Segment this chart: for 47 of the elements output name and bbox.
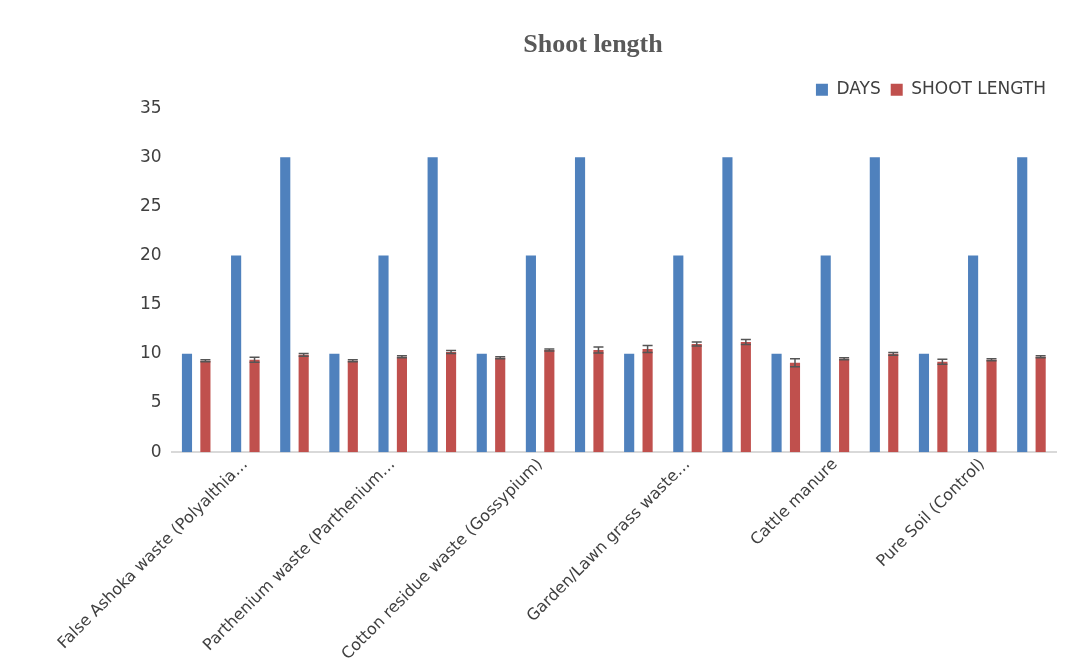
bar	[476, 353, 487, 453]
bar	[231, 255, 242, 453]
bar	[329, 353, 340, 453]
bar	[378, 255, 389, 453]
bar	[869, 157, 880, 453]
y-tick-label: 5	[150, 391, 162, 412]
legend-label: DAYS	[836, 78, 881, 99]
bar	[624, 353, 635, 453]
bar	[495, 357, 506, 453]
bar	[593, 349, 604, 453]
legend-label: SHOOT LENGTH	[911, 78, 1047, 99]
bar	[280, 157, 291, 453]
bar	[574, 157, 586, 453]
bar	[427, 157, 438, 453]
bar	[968, 255, 979, 453]
y-tick-label: 15	[139, 293, 162, 314]
bar	[918, 353, 930, 453]
y-tick-label: 35	[139, 96, 162, 117]
bar	[446, 351, 457, 453]
y-tick-label: 0	[150, 440, 162, 461]
y-tick-label: 25	[139, 194, 162, 215]
bar	[181, 353, 193, 453]
bar	[396, 356, 407, 453]
bar	[691, 344, 702, 453]
bar	[298, 354, 309, 453]
bar	[839, 358, 850, 453]
bar	[544, 349, 555, 453]
bar	[986, 359, 997, 453]
y-tick-label: 20	[139, 244, 162, 265]
y-tick-label: 10	[139, 342, 162, 363]
bar	[789, 362, 801, 453]
bar	[1017, 157, 1028, 453]
bar	[722, 157, 733, 453]
bar	[249, 359, 260, 453]
chart-title: Shoot length	[523, 29, 664, 59]
bar	[820, 255, 831, 453]
bar	[888, 353, 899, 453]
bar	[200, 360, 211, 453]
bar	[740, 342, 751, 453]
bar	[642, 348, 653, 453]
bar	[1035, 356, 1046, 453]
bar	[771, 353, 782, 453]
bar	[347, 360, 358, 453]
bar	[673, 255, 684, 453]
bar	[525, 255, 536, 453]
bar	[937, 361, 948, 453]
y-tick-label: 30	[139, 145, 162, 166]
